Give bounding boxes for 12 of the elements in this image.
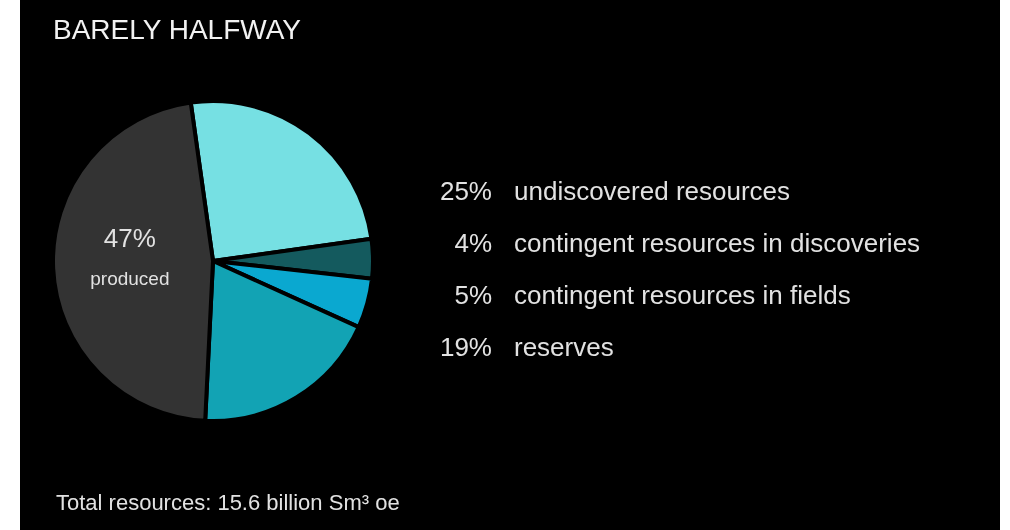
data-label: 5%: [453, 279, 492, 311]
data-label: 25%: [438, 175, 492, 207]
data-label: 4%: [453, 227, 492, 259]
slice-label: contingent resources in fields: [514, 279, 851, 311]
slice-label: undiscovered resources: [514, 175, 791, 207]
slice-label: reserves: [514, 331, 614, 363]
data-label: 47%: [103, 222, 156, 253]
text: Total resources: 15.6 billion Sm³ oe: [56, 490, 400, 516]
slice-label: produced: [90, 267, 170, 289]
data-label: 19%: [438, 331, 492, 363]
chart-title: BARELY HALFWAY: [53, 14, 301, 46]
slice-label: contingent resources in discoveries: [514, 227, 921, 259]
